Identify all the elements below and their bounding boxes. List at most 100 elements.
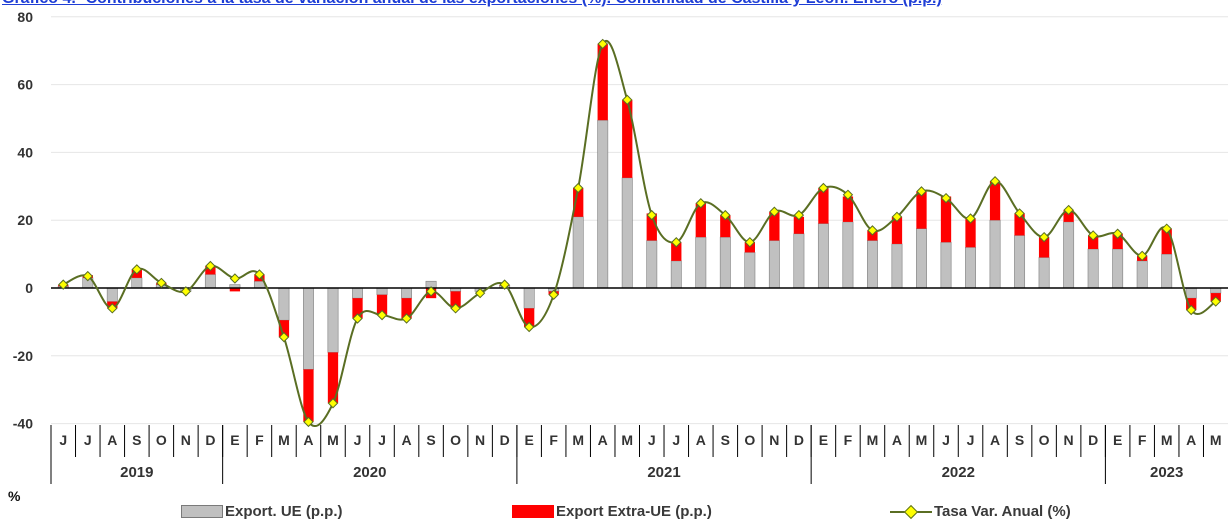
x-tick-label: J xyxy=(84,432,92,448)
bar-ue xyxy=(817,223,829,289)
bar-extra xyxy=(646,213,657,241)
bar-extra xyxy=(671,242,682,261)
series-marker xyxy=(671,237,682,248)
bar-ue xyxy=(940,241,952,289)
bar-extra xyxy=(1063,210,1074,222)
legend-item-ue: Export. UE (p.p.) xyxy=(181,503,343,520)
series-marker xyxy=(58,279,69,290)
legend-item-extra: Export Extra-UE (p.p.) xyxy=(512,503,712,520)
x-tick-label: A xyxy=(1186,432,1196,448)
x-tick-label: F xyxy=(1138,432,1147,448)
unit-label: % xyxy=(8,488,21,504)
bar-ue xyxy=(866,240,878,289)
series-marker xyxy=(1161,223,1172,234)
x-tick-label: S xyxy=(1015,432,1024,448)
series-marker xyxy=(818,182,829,194)
bar-ue xyxy=(131,277,143,289)
series-marker xyxy=(474,287,486,299)
series-marker xyxy=(278,331,290,343)
bar-ue xyxy=(989,219,1001,289)
bar-extra xyxy=(891,216,903,244)
series-marker xyxy=(156,277,167,289)
bar-extra xyxy=(1112,233,1123,250)
x-tick-label: J xyxy=(59,432,67,448)
x-tick-label: M xyxy=(621,432,633,448)
y-tick-label: 80 xyxy=(17,9,33,25)
x-tick-label: J xyxy=(354,432,362,448)
series-marker xyxy=(425,286,437,297)
series-marker xyxy=(352,313,363,324)
y-tick-label: 20 xyxy=(17,212,33,228)
series-marker xyxy=(131,264,143,275)
x-tick-label: E xyxy=(524,432,533,448)
x-tick-label: M xyxy=(867,432,879,448)
bar-extra xyxy=(1161,228,1172,255)
series-marker xyxy=(499,279,510,290)
series-marker xyxy=(205,260,216,272)
bar-extra xyxy=(352,298,363,319)
bar-ue xyxy=(1136,260,1148,289)
x-year-label: 2021 xyxy=(647,464,680,481)
bar-ue xyxy=(793,233,805,289)
x-year-label: 2022 xyxy=(942,464,975,481)
bar-extra xyxy=(720,215,731,238)
x-tick-label: D xyxy=(205,432,215,448)
bar-extra xyxy=(916,191,927,229)
series-marker xyxy=(1014,208,1025,219)
x-tick-label: J xyxy=(967,432,975,448)
bar-extra xyxy=(524,308,535,327)
line-series xyxy=(58,38,1221,428)
bar-extra xyxy=(940,196,952,243)
series-marker xyxy=(254,269,265,280)
series-marker xyxy=(744,237,756,248)
x-tick-label: D xyxy=(1088,432,1098,448)
x-tick-label: N xyxy=(1064,432,1074,448)
series-marker xyxy=(891,211,903,223)
y-tick-label: 40 xyxy=(17,144,33,160)
series-marker xyxy=(1063,204,1074,216)
series-marker xyxy=(720,209,731,221)
bar-extra xyxy=(1038,237,1050,258)
x-tick-label: J xyxy=(942,432,950,448)
bar-extra xyxy=(965,218,976,248)
bar-ue xyxy=(891,243,903,289)
bar-ue xyxy=(327,287,339,353)
y-tick-label: -20 xyxy=(13,348,33,364)
bar-ue xyxy=(278,287,290,321)
x-tick-label: F xyxy=(255,432,264,448)
bar-ue xyxy=(1014,235,1026,289)
legend-line-marker-icon xyxy=(890,505,932,518)
bar-ue xyxy=(1063,221,1075,289)
y-tick-label: 0 xyxy=(25,280,33,296)
bar-extra xyxy=(573,187,584,217)
bar-ue xyxy=(204,274,216,289)
bar-ue xyxy=(253,280,265,289)
series-marker xyxy=(1136,250,1148,262)
legend-item-total: Tasa Var. Anual (%) xyxy=(890,503,1071,520)
bar-extra xyxy=(327,352,339,404)
bar-extra xyxy=(597,43,608,121)
gridlines xyxy=(51,16,1228,425)
x-tick-label: S xyxy=(426,432,435,448)
bar-ue xyxy=(352,287,363,299)
y-tick-label: 60 xyxy=(17,77,33,93)
bar-ue xyxy=(744,252,756,289)
series-marker xyxy=(695,198,707,209)
series-marker xyxy=(965,213,976,224)
x-tick-label: N xyxy=(769,432,779,448)
x-tick-label: O xyxy=(1039,432,1050,448)
x-tick-label: J xyxy=(672,432,680,448)
series-marker xyxy=(989,176,1001,187)
bar-ue xyxy=(106,287,118,302)
bar-ue xyxy=(1210,287,1222,294)
x-tick-label: A xyxy=(303,432,313,448)
bar-ue xyxy=(621,177,633,289)
x-tick-label: S xyxy=(132,432,141,448)
series-marker xyxy=(1186,304,1197,316)
x-tick-label: O xyxy=(744,432,755,448)
x-tick-label: J xyxy=(378,432,386,448)
bar-extra xyxy=(401,298,412,319)
bar-ue xyxy=(401,287,413,299)
